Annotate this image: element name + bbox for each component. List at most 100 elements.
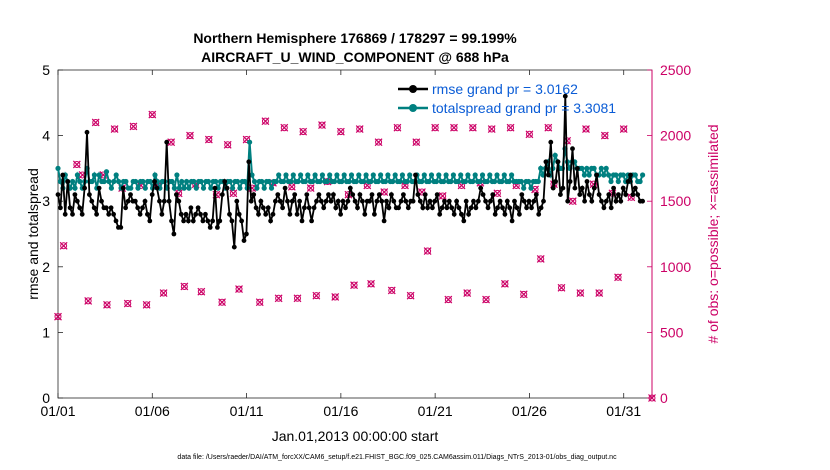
totalspread-point xyxy=(55,165,61,171)
obs-possible-marker xyxy=(525,130,533,138)
legend-rmse-marker xyxy=(409,85,417,93)
rmse-point xyxy=(405,205,411,211)
obs-possible-marker xyxy=(582,125,590,133)
obs-point xyxy=(438,192,447,200)
totalspread-point xyxy=(615,178,621,185)
rmse-point xyxy=(84,129,90,135)
totalspread-point xyxy=(368,178,374,185)
totalspread-point xyxy=(462,178,469,185)
totalspread-point xyxy=(191,178,197,185)
legend-rmse-label: rmse grand pr = 3.0162 xyxy=(432,81,578,97)
rmse-point xyxy=(159,211,165,217)
rmse-point xyxy=(401,192,406,198)
obs-point xyxy=(142,300,151,309)
totalspread-point xyxy=(397,178,403,185)
rmse-point xyxy=(391,198,397,204)
obs-assimilated-marker xyxy=(204,135,213,144)
rmse-point xyxy=(309,218,314,224)
rmse-point xyxy=(96,185,102,191)
rmse-point xyxy=(611,185,616,191)
totalspread-point xyxy=(579,165,585,171)
y-right-tick-label: 1500 xyxy=(660,193,691,209)
obs-possible-marker xyxy=(431,124,439,132)
obs-possible-marker xyxy=(380,188,388,196)
obs-point xyxy=(110,125,119,133)
obs-possible-marker xyxy=(129,122,137,130)
totalspread-point xyxy=(407,172,413,178)
totalspread-point xyxy=(608,178,614,185)
totalspread-point xyxy=(620,172,626,178)
obs-possible-marker xyxy=(557,284,565,292)
rmse-point xyxy=(258,198,264,204)
totalspread-point xyxy=(268,185,275,191)
rmse-point xyxy=(316,192,322,198)
totalspread-point xyxy=(198,178,204,185)
rmse-point xyxy=(210,218,216,224)
rmse-point xyxy=(108,205,114,211)
obs-possible-marker xyxy=(280,124,288,132)
totalspread-point xyxy=(479,172,486,178)
rmse-point xyxy=(596,192,602,198)
rmse-point xyxy=(526,198,532,204)
obs-point xyxy=(148,110,157,119)
obs-point xyxy=(374,138,383,147)
totalspread-point xyxy=(234,178,241,185)
rmse-point xyxy=(67,205,73,211)
obs-assimilated-marker xyxy=(218,298,226,307)
obs-assimilated-marker xyxy=(242,135,251,144)
rmse-point xyxy=(294,211,300,217)
rmse-point xyxy=(70,211,75,217)
rmse-point xyxy=(360,198,365,204)
totalspread-point xyxy=(96,172,102,178)
obs-assimilated-marker xyxy=(519,290,528,299)
totalspread-point xyxy=(484,178,490,185)
obs-assimilated-marker xyxy=(167,138,176,147)
rmse-point xyxy=(198,211,203,217)
rmse-point xyxy=(625,179,631,184)
rmse-point xyxy=(137,211,143,217)
rmse-point xyxy=(207,225,213,230)
obs-possible-marker xyxy=(601,132,609,140)
totalspread-point xyxy=(584,165,590,171)
obs-assimilated-marker xyxy=(159,289,168,297)
totalspread-point xyxy=(266,178,272,185)
rmse-point xyxy=(273,198,278,204)
rmse-point xyxy=(490,192,496,198)
rmse-point xyxy=(183,211,189,217)
rmse-point xyxy=(640,198,645,204)
totalspread-point xyxy=(470,178,476,185)
obs-possible-marker xyxy=(312,292,320,300)
obs-assimilated-marker xyxy=(180,282,189,291)
totalspread-point xyxy=(72,185,78,191)
obs-point xyxy=(204,135,213,144)
rmse-point xyxy=(128,192,133,198)
rmse-point xyxy=(570,146,575,152)
totalspread-point xyxy=(193,185,199,191)
obs-assimilated-marker xyxy=(331,293,340,301)
obs-assimilated-marker xyxy=(531,185,540,194)
obs-possible-marker xyxy=(412,138,420,146)
obs-point xyxy=(223,140,232,149)
totalspread-point xyxy=(382,178,389,185)
rmse-point xyxy=(623,192,629,198)
rmse-point xyxy=(425,205,430,211)
rmse-point xyxy=(606,192,612,198)
totalspread-point xyxy=(123,178,129,185)
totalspread-point xyxy=(181,185,187,191)
obs-possible-marker xyxy=(356,125,364,133)
obs-possible-marker xyxy=(424,247,432,255)
obs-assimilated-marker xyxy=(482,295,490,304)
obs-point xyxy=(595,289,604,297)
rmse-point xyxy=(357,192,363,198)
totalspread-point xyxy=(331,178,338,185)
totalspread-point xyxy=(494,172,500,178)
x-axis-label: Jan.01,2013 00:00:00 start xyxy=(272,428,439,444)
rmse-point xyxy=(248,198,254,204)
rmse-point xyxy=(188,205,194,211)
rmse-point xyxy=(314,198,319,204)
rmse-point xyxy=(164,139,170,145)
rmse-point xyxy=(77,205,83,211)
obs-possible-marker xyxy=(367,280,375,288)
obs-possible-marker xyxy=(224,141,232,149)
obs-possible-marker xyxy=(418,188,426,196)
